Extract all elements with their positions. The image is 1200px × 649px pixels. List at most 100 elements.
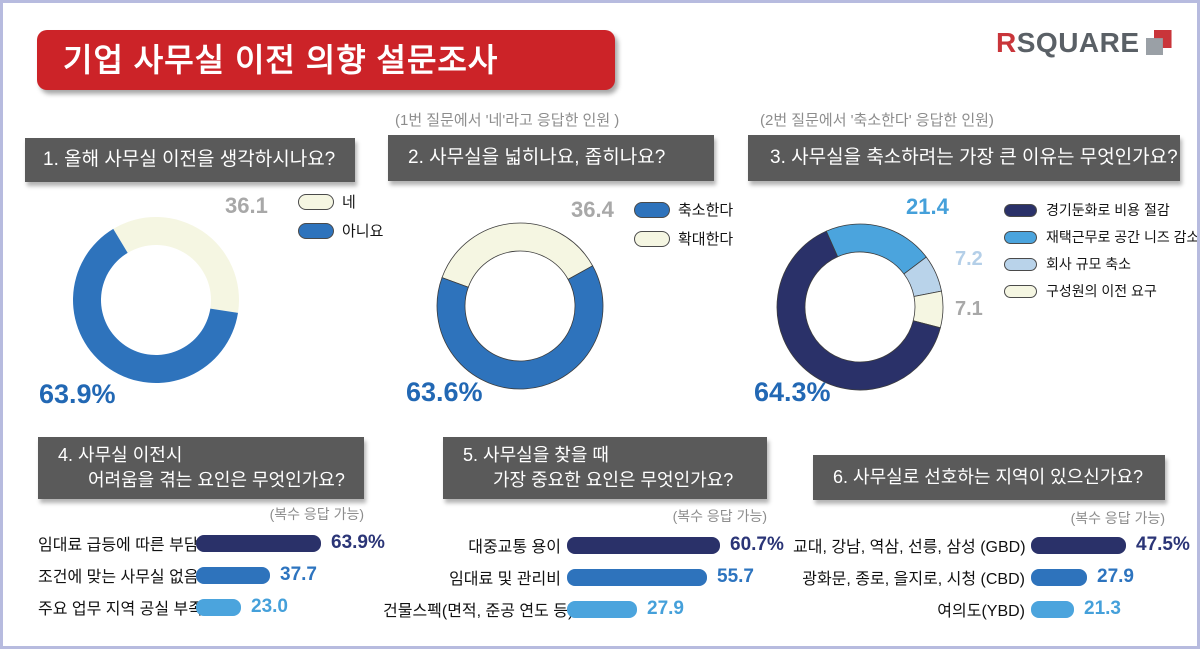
bar <box>567 600 637 618</box>
q6-header-text: 6. 사무실로 선호하는 지역이 있으신가요? <box>833 467 1143 487</box>
q2-header-text: 2. 사무실을 넓히나요, 좁히나요? <box>408 147 666 168</box>
q1-value-yes: 36.1 <box>225 193 268 218</box>
q1-donut-chart <box>73 217 240 384</box>
legend-swatch <box>1004 203 1037 217</box>
bar-value: 21.3 <box>1084 598 1121 619</box>
q5-header-line2: 가장 중요한 요인은 무엇인가요? <box>493 470 734 490</box>
q3-donut-chart <box>776 223 944 391</box>
q5-header-line1: 5. 사무실을 찾을 때 <box>463 445 609 465</box>
q2-donut-chart <box>436 222 604 390</box>
bar-row: 임대료 및 관리비 55.7 <box>383 566 784 588</box>
bar-value: 37.7 <box>280 564 317 585</box>
donut-slice <box>73 228 238 384</box>
legend-swatch <box>1004 257 1037 271</box>
bar-label: 대중교통 용이 <box>468 539 561 556</box>
bar-label: 임대료 및 관리비 <box>449 571 561 588</box>
legend-label: 경기둔화로 비용 절감 <box>1046 202 1170 218</box>
donut-slice <box>825 223 927 275</box>
q4-multi-answer-note: (복수 응답 가능) <box>269 506 364 522</box>
bar-row: 여의도(YBD) 21.3 <box>793 598 1190 620</box>
bar-row: 광화문, 종로, 을지로, 시청 (CBD) 27.9 <box>793 566 1190 588</box>
bar-row: 대중교통 용이 60.7% <box>383 534 784 556</box>
bar-label: 교대, 강남, 역삼, 선릉, 삼성 (GBD) <box>793 539 1026 556</box>
bar-row: 조건에 맞는 사무실 없음 37.7 <box>38 564 385 586</box>
bar-value: 23.0 <box>251 596 288 617</box>
q3-value-members: 7.1 <box>955 298 983 320</box>
donut-slice <box>776 230 941 391</box>
bar-value: 60.7% <box>730 534 784 555</box>
legend-row: 재택근무로 공간 니즈 감소 <box>1004 227 1200 247</box>
legend-swatch <box>634 201 670 218</box>
q3-value-downsize: 7.2 <box>955 248 983 270</box>
legend-label: 구성원의 이전 요구 <box>1046 283 1157 299</box>
donut-slice <box>436 265 604 390</box>
legend-label: 확대한다 <box>678 231 734 248</box>
q4-header: 4. 사무실 이전시 어려움을 겪는 요인은 무엇인가요? <box>38 437 364 499</box>
rsquare-logo: R SQUARE <box>996 27 1172 59</box>
legend-row: 아니요 <box>298 220 383 241</box>
donut-slice <box>441 222 594 288</box>
bar-value: 47.5% <box>1136 534 1190 555</box>
legend-swatch <box>298 222 334 239</box>
legend-label: 회사 규모 축소 <box>1046 256 1132 272</box>
bar-value: 27.9 <box>1097 566 1134 587</box>
q6-multi-answer-note: (복수 응답 가능) <box>1070 510 1165 526</box>
q1-header: 1. 올해 사무실 이전을 생각하시나요? <box>25 138 355 182</box>
q3-value-cost: 64.3% <box>754 377 831 407</box>
legend-swatch <box>634 230 670 247</box>
legend-row: 구성원의 이전 요구 <box>1004 281 1197 301</box>
bar-value: 27.9 <box>647 598 684 619</box>
bar <box>567 536 720 554</box>
bar-row: 임대료 급등에 따른 부담 63.9% <box>38 532 385 554</box>
q6-bar-chart: 교대, 강남, 역삼, 선릉, 삼성 (GBD) 47.5% 광화문, 종로, 을지… <box>793 534 1190 631</box>
q4-header-line2: 어려움을 겪는 요인은 무엇인가요? <box>88 470 345 490</box>
bar-value: 55.7 <box>717 566 754 587</box>
bar-label: 주요 업무 지역 공실 부족 <box>38 601 203 618</box>
bar-row: 주요 업무 지역 공실 부족 23.0 <box>38 596 385 618</box>
bar <box>196 566 270 584</box>
q2-value-expand: 36.4 <box>571 197 614 222</box>
legend-row: 축소한다 <box>634 199 733 220</box>
bar-value: 63.9% <box>331 532 385 553</box>
q3-header: 3. 사무실을 축소하려는 가장 큰 이유는 무엇인가요? <box>748 135 1180 181</box>
bar-label: 광화문, 종로, 을지로, 시청 (CBD) <box>802 571 1025 588</box>
bar-row: 건물스펙(면적, 준공 연도 등) 27.9 <box>383 598 784 620</box>
logo-gray-square <box>1145 38 1163 55</box>
legend-label: 재택근무로 공간 니즈 감소 <box>1046 229 1200 245</box>
q3-value-remote: 21.4 <box>906 194 949 219</box>
bar-label: 여의도(YBD) <box>937 603 1025 620</box>
q2-header: 2. 사무실을 넓히나요, 좁히나요? <box>388 135 714 181</box>
legend-swatch <box>298 193 334 210</box>
bar <box>196 598 241 616</box>
q1-value-no: 63.9% <box>39 379 116 409</box>
legend-row: 경기둔화로 비용 절감 <box>1004 200 1197 220</box>
bar-label: 임대료 급등에 따른 부담 <box>38 537 199 554</box>
q2-filter-note: (1번 질문에서 '네'라고 응답한 인원 ) <box>395 112 620 129</box>
bar <box>196 534 321 552</box>
main-title-text: 기업 사무실 이전 의향 설문조사 <box>63 42 499 78</box>
legend-label: 네 <box>342 194 356 211</box>
bar <box>567 568 707 586</box>
q3-filter-note: (2번 질문에서 '축소한다' 응답한 인원) <box>760 112 994 129</box>
q5-header: 5. 사무실을 찾을 때 가장 중요한 요인은 무엇인가요? <box>443 437 767 499</box>
logo-letter-r: R <box>996 27 1017 58</box>
q5-multi-answer-note: (복수 응답 가능) <box>672 508 767 524</box>
bar-row: 교대, 강남, 역삼, 선릉, 삼성 (GBD) 47.5% <box>793 534 1190 556</box>
donut-slice <box>113 217 240 313</box>
q2-value-shrink: 63.6% <box>406 377 483 407</box>
bar-label: 조건에 맞는 사무실 없음 <box>38 569 199 586</box>
bar <box>1031 600 1074 618</box>
q6-header: 6. 사무실로 선호하는 지역이 있으신가요? <box>813 455 1165 500</box>
rsquare-square-icon <box>1145 30 1172 56</box>
q4-bar-chart: 임대료 급등에 따른 부담 63.9% 조건에 맞는 사무실 없음 37.7 주요 업무… <box>38 532 385 629</box>
logo-wordmark: SQUARE <box>1016 27 1140 58</box>
q3-header-text: 3. 사무실을 축소하려는 가장 큰 이유는 무엇인가요? <box>770 147 1178 168</box>
bar <box>1031 536 1126 554</box>
legend-swatch <box>1004 284 1037 298</box>
legend-label: 아니요 <box>342 223 384 240</box>
q4-header-line1: 4. 사무실 이전시 <box>58 445 183 465</box>
main-title-banner: 기업 사무실 이전 의향 설문조사 <box>37 30 615 90</box>
